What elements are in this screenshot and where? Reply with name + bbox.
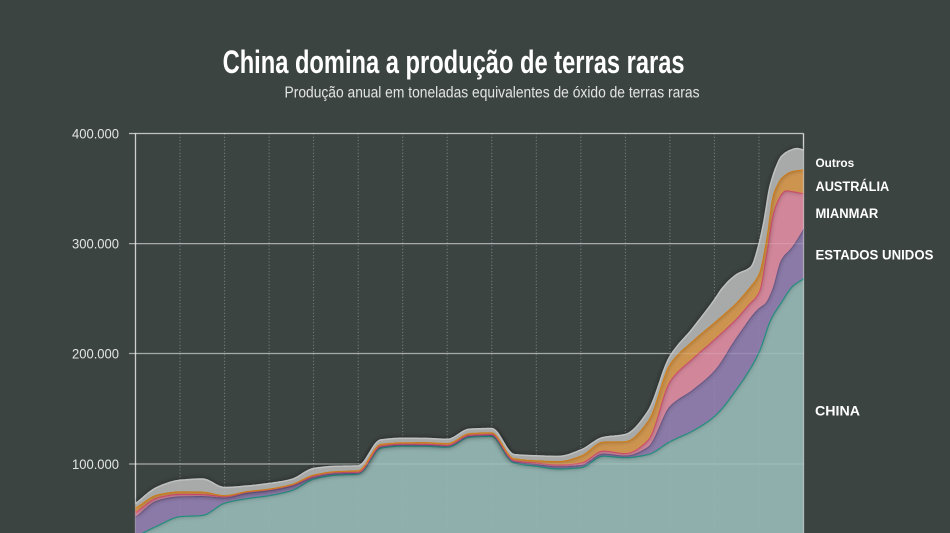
svg-text:AUSTRÁLIA: AUSTRÁLIA bbox=[816, 179, 890, 194]
svg-text:200.000: 200.000 bbox=[72, 346, 119, 362]
svg-text:CHINA: CHINA bbox=[815, 403, 860, 419]
svg-text:300.000: 300.000 bbox=[72, 236, 119, 252]
svg-text:ESTADOS UNIDOS: ESTADOS UNIDOS bbox=[816, 248, 934, 263]
svg-text:400.000: 400.000 bbox=[72, 126, 119, 142]
svg-text:MIANMAR: MIANMAR bbox=[816, 206, 879, 221]
svg-text:China domina a produção de ter: China domina a produção de terras raras bbox=[223, 44, 685, 80]
svg-text:Outros: Outros bbox=[816, 158, 855, 170]
svg-text:100.000: 100.000 bbox=[72, 456, 119, 472]
svg-text:Produção anual em toneladas eq: Produção anual em toneladas equivalentes… bbox=[285, 84, 700, 101]
